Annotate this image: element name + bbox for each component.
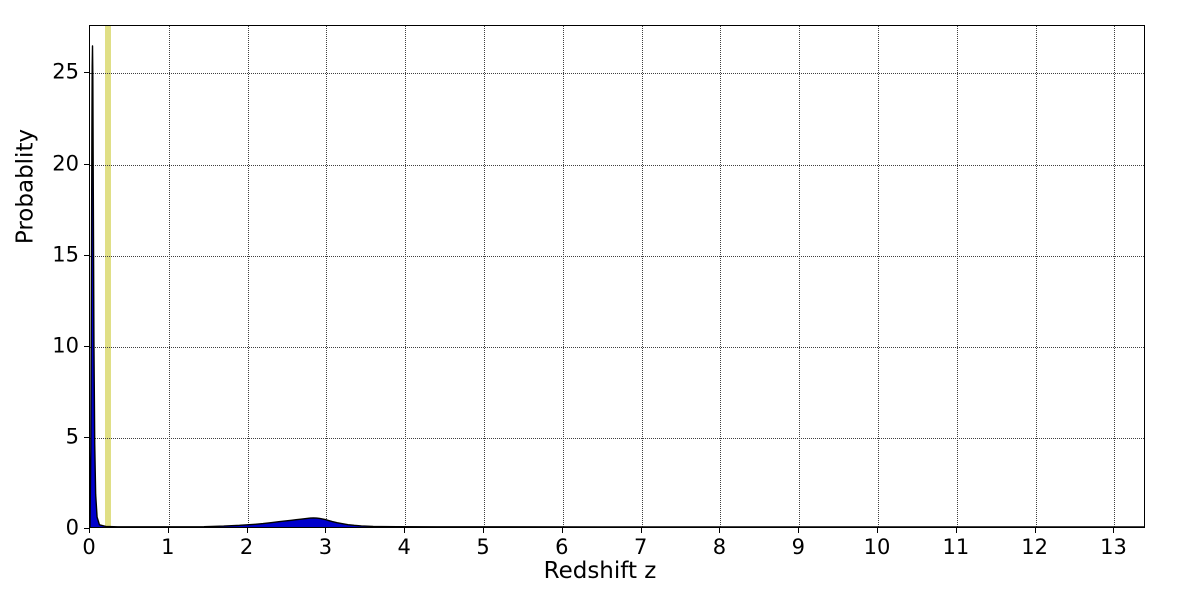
x-tick-mark [561,528,563,533]
y-tick-label: 15 [52,242,79,267]
x-tick-label: 10 [863,535,891,559]
y-tick-mark [84,163,89,165]
gridline-vertical [562,26,564,527]
x-tick-mark [798,528,800,533]
gridline-vertical [168,26,170,527]
gridline-vertical [956,26,958,527]
x-tick-mark [1113,528,1115,533]
gridline-vertical [484,26,486,527]
y-tick-mark [84,72,89,74]
x-tick-mark [167,528,169,533]
gridline-vertical [641,26,643,527]
x-tick-mark [325,528,327,533]
gridline-vertical [799,26,801,527]
x-tick-mark [246,528,248,533]
x-tick-label: 11 [942,535,970,559]
x-tick-mark [719,528,721,533]
plot-area [89,25,1145,528]
y-tick-mark [84,436,89,438]
x-tick-label: 8 [712,535,727,559]
x-tick-label: 5 [476,535,490,559]
y-tick-label: 25 [52,59,79,84]
y-tick-label: 0 [65,515,79,540]
y-tick-label: 5 [65,424,79,449]
y-axis-label: Probablity [12,128,39,245]
gridline-vertical [720,26,722,527]
x-tick-label: 2 [239,535,254,559]
x-tick-label: 0 [82,535,96,559]
x-tick-mark [483,528,485,533]
y-tick-mark [84,254,89,256]
x-tick-label: 1 [161,535,175,559]
y-tick-label: 10 [52,333,79,358]
x-tick-mark [89,528,90,533]
y-tick-label: 20 [52,151,79,175]
gridline-horizontal [90,73,1144,75]
probability-curve [90,45,1144,527]
gridline-vertical [1035,26,1037,527]
x-tick-label: 4 [397,535,411,559]
x-tick-label: 12 [1021,535,1049,559]
gridline-vertical [247,26,249,527]
gridline-horizontal [90,437,1144,439]
x-tick-label: 13 [1100,535,1127,559]
x-tick-mark [640,528,642,533]
gridline-vertical [878,26,880,527]
gridline-horizontal [90,255,1144,257]
spectroscopic-redshift-band [104,26,112,527]
probability-curve-fill [90,45,1144,527]
x-tick-label: 7 [633,535,648,559]
y-tick-mark [84,528,89,529]
x-axis-label: Redshift z [543,558,657,584]
x-tick-mark [1034,528,1036,533]
x-tick-label: 3 [318,535,333,559]
gridline-vertical [326,26,328,527]
y-tick-mark [84,345,89,347]
x-tick-mark [877,528,879,533]
x-tick-label: 6 [555,535,569,559]
probability-curve-outline [90,45,1144,527]
gridline-horizontal [90,164,1144,166]
x-tick-mark [404,528,406,533]
gridline-horizontal [90,346,1144,348]
x-tick-mark [955,528,957,533]
x-tick-label: 9 [791,535,805,559]
gridline-vertical [405,26,407,527]
gridline-vertical [1114,26,1116,527]
